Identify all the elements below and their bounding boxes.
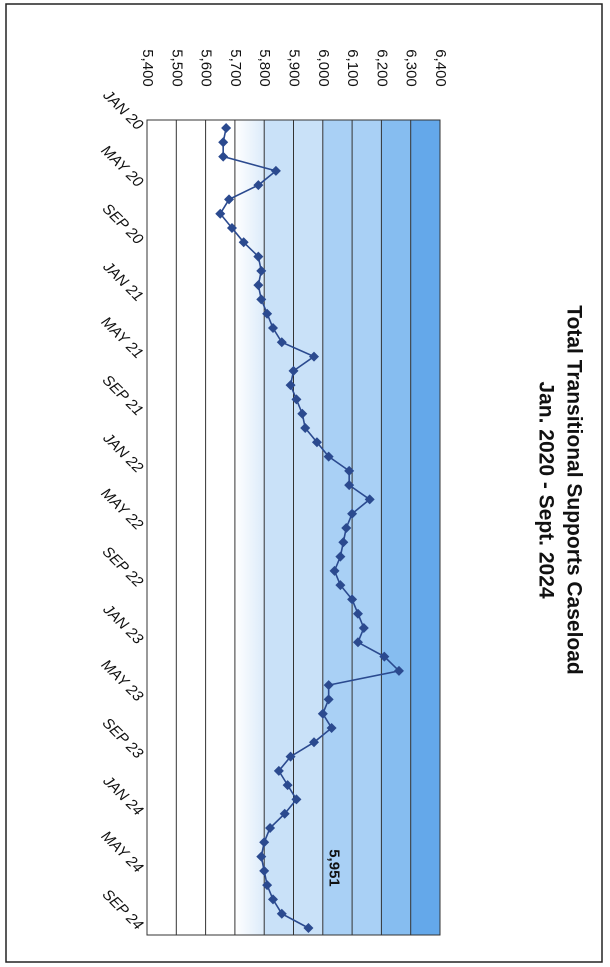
x-tick-label: JAN 24: [99, 772, 147, 820]
data-point: [265, 823, 276, 833]
data-point: [253, 180, 264, 191]
data-point: [347, 508, 358, 519]
x-tick-label: MAY 20: [98, 142, 147, 191]
data-point: [276, 337, 287, 348]
plot-border: [146, 119, 441, 936]
x-tick-label: SEP 22: [99, 543, 147, 591]
data-point: [267, 894, 278, 905]
y-tick-label: 5,400: [139, 49, 156, 87]
data-point: [259, 837, 270, 848]
y-tick-label: 5,900: [286, 49, 303, 87]
data-point: [311, 437, 322, 448]
x-tick-label: JAN 22: [99, 429, 147, 477]
data-point: [364, 494, 375, 505]
data-point: [218, 137, 229, 148]
data-point: [291, 394, 302, 405]
data-point: [352, 608, 363, 619]
data-point: [323, 451, 334, 462]
data-point: [226, 223, 237, 233]
x-tick-label: MAY 21: [98, 313, 147, 362]
data-point: [393, 665, 404, 676]
data-point: [341, 523, 352, 533]
x-tick-label: SEP 21: [99, 372, 147, 420]
x-tick-label: JAN 23: [99, 600, 147, 648]
data-point: [309, 737, 320, 748]
x-tick-label: JAN 21: [99, 258, 147, 306]
data-point: [253, 280, 264, 291]
data-point: [253, 251, 264, 262]
x-tick-label: MAY 24: [98, 828, 147, 877]
x-tick-label: MAY 23: [98, 656, 147, 705]
data-point: [317, 708, 328, 719]
data-point: [303, 923, 314, 933]
data-point: [326, 723, 337, 733]
data-point: [238, 237, 249, 248]
y-tick-label: 6,400: [432, 49, 449, 87]
y-tick-label: 6,100: [344, 49, 361, 87]
data-point: [259, 865, 270, 876]
data-point: [291, 794, 302, 805]
data-point: [262, 308, 273, 319]
plot-background: [147, 120, 440, 935]
y-tick-label: 5,800: [256, 49, 273, 87]
chart-subtitle: Jan. 2020 - Sept. 2024: [534, 381, 557, 598]
data-point: [297, 408, 308, 419]
data-point: [262, 880, 273, 891]
y-tick-label: 5,600: [198, 49, 215, 87]
y-tick-label: 6,200: [373, 49, 390, 87]
data-point: [288, 365, 299, 376]
y-tick-label: 5,700: [227, 49, 244, 87]
y-tick-label: 6,300: [403, 49, 420, 87]
data-point: [218, 151, 229, 162]
data-point: [358, 623, 369, 633]
data-point: [344, 465, 355, 476]
data-label: 5,951: [325, 849, 342, 887]
data-point: [335, 580, 346, 591]
data-point: [352, 637, 363, 648]
data-point: [256, 294, 267, 305]
data-point: [344, 480, 355, 491]
x-tick-label: MAY 22: [98, 485, 147, 534]
data-point: [300, 423, 311, 433]
data-point: [379, 651, 390, 662]
data-point: [347, 594, 358, 605]
frame: [5, 3, 603, 963]
data-point: [224, 194, 235, 205]
x-tick-label: SEP 23: [99, 715, 147, 763]
data-point: [270, 165, 281, 176]
data-point: [279, 808, 290, 819]
data-point: [267, 323, 278, 333]
data-point: [215, 208, 226, 219]
x-tick-label: SEP 24: [99, 886, 147, 934]
chart-title: Total Transitional Supports Caseload: [562, 305, 585, 675]
data-point: [221, 123, 232, 133]
x-tick-label: JAN 20: [99, 86, 147, 134]
data-point: [273, 765, 284, 776]
data-point: [323, 694, 334, 705]
x-tick-label: SEP 20: [99, 200, 147, 248]
data-point: [276, 908, 287, 919]
data-point: [338, 537, 349, 548]
data-point: [335, 551, 346, 562]
y-tick-label: 6,000: [315, 49, 332, 87]
y-tick-label: 5,500: [168, 49, 185, 87]
data-point: [282, 780, 293, 791]
data-point: [309, 351, 320, 362]
data-point: [285, 380, 296, 391]
data-point: [329, 565, 340, 576]
data-point: [323, 680, 334, 691]
data-point: [256, 265, 267, 276]
data-point: [256, 851, 267, 862]
data-point: [285, 751, 296, 762]
